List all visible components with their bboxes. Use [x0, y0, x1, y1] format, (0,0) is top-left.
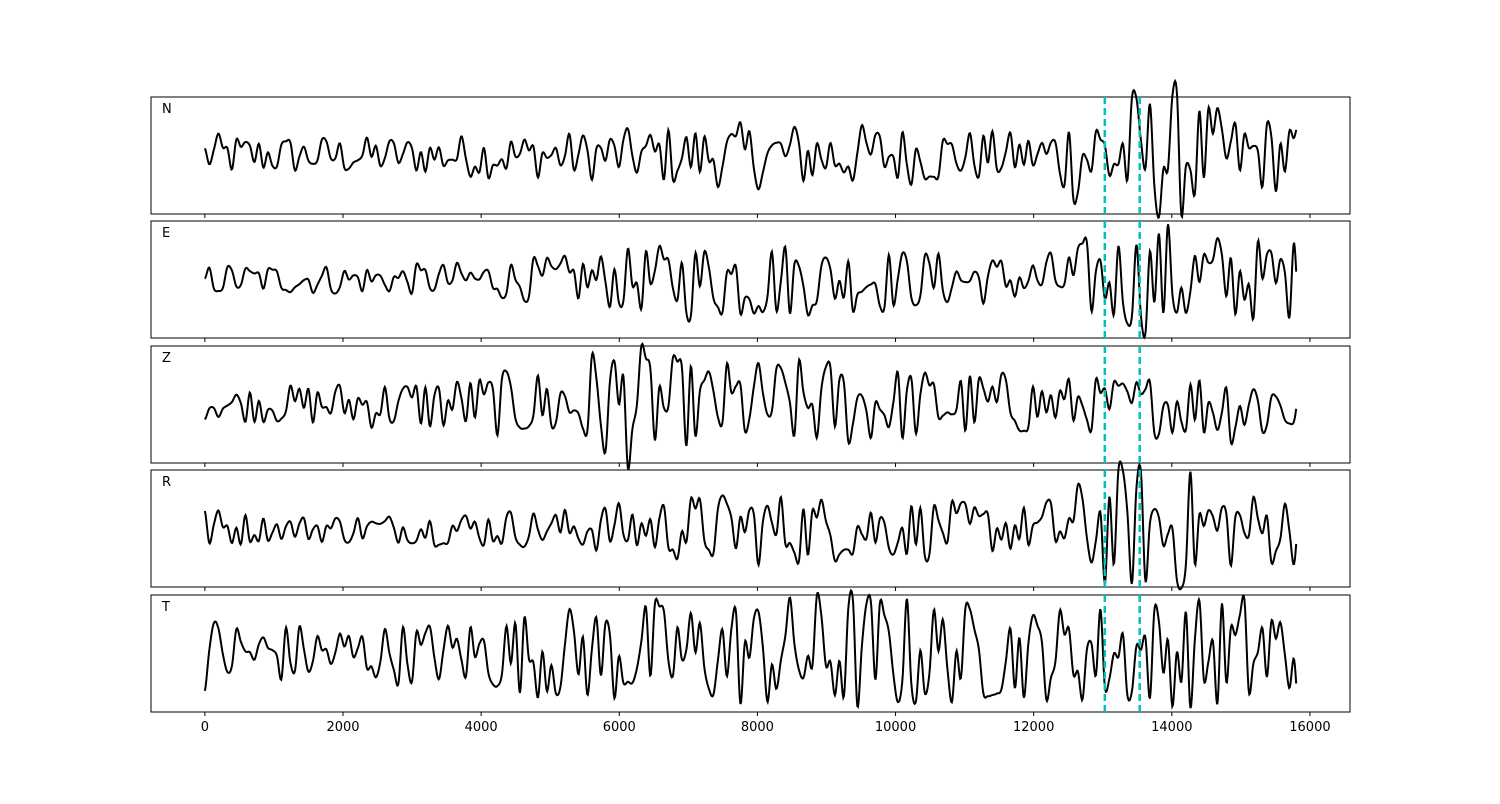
- x-tick-label: 0: [201, 720, 209, 735]
- x-tick-label: 8000: [741, 720, 774, 735]
- panel-frame-R: [150, 469, 1351, 588]
- x-tick-label: 14000: [1151, 720, 1192, 735]
- x-tick-label: 6000: [603, 720, 636, 735]
- x-tick-label: 4000: [465, 720, 498, 735]
- panel-frame-N: [150, 96, 1351, 215]
- waveform-Z: [204, 342, 1298, 470]
- x-tick-label: 10000: [875, 720, 916, 735]
- panel-label-N: N: [162, 102, 172, 117]
- panel-label-Z: Z: [162, 351, 171, 366]
- waveform-N: [203, 78, 1298, 220]
- x-tick-label: 12000: [1013, 720, 1054, 735]
- waveform-T: [203, 588, 1298, 710]
- waveform-E: [204, 224, 1298, 340]
- panel-label-R: R: [162, 475, 171, 490]
- panel-frame-E: [150, 220, 1351, 339]
- panel-label-T: T: [161, 600, 170, 615]
- panel-label-E: E: [162, 226, 170, 241]
- panel-frame-T: [150, 594, 1351, 713]
- waveform-R: [203, 460, 1298, 591]
- panel-frame-Z: [150, 345, 1351, 464]
- x-tick-label: 16000: [1289, 720, 1330, 735]
- x-tick-label: 2000: [326, 720, 359, 735]
